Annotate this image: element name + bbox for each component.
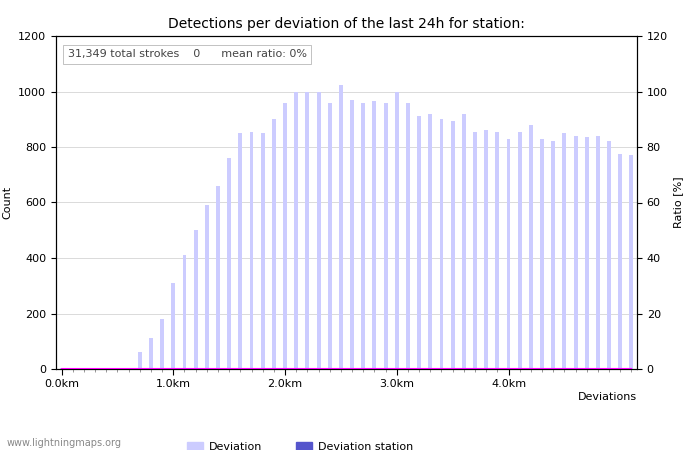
Bar [228, 158, 231, 369]
Bar [138, 352, 142, 369]
Text: 31,349 total strokes    0      mean ratio: 0%: 31,349 total strokes 0 mean ratio: 0% [68, 50, 307, 59]
Bar [406, 103, 410, 369]
Bar [160, 319, 164, 369]
Bar [272, 119, 276, 369]
Bar [172, 283, 175, 369]
Bar [540, 139, 544, 369]
Bar [82, 368, 86, 369]
Bar [596, 136, 600, 369]
Bar [127, 368, 131, 369]
Bar [551, 141, 555, 369]
Bar [294, 91, 298, 369]
Bar [518, 132, 522, 369]
Bar [451, 121, 454, 369]
Bar [562, 133, 566, 369]
Bar [484, 130, 488, 369]
Bar [496, 132, 499, 369]
Bar [507, 139, 510, 369]
Bar [194, 230, 197, 369]
Bar [629, 155, 634, 369]
Bar [205, 205, 209, 369]
Bar [584, 137, 589, 369]
Bar [71, 368, 75, 369]
Bar [350, 100, 354, 369]
Bar [529, 125, 533, 369]
Bar [417, 117, 421, 369]
Bar [440, 119, 443, 369]
Bar [339, 85, 343, 369]
Title: Detections per deviation of the last 24h for station:: Detections per deviation of the last 24h… [168, 17, 525, 31]
Bar [618, 154, 622, 369]
Y-axis label: Ratio [%]: Ratio [%] [673, 177, 683, 228]
Bar [183, 255, 186, 369]
Bar [104, 368, 108, 369]
Bar [395, 91, 399, 369]
Bar [216, 186, 220, 369]
Bar [116, 368, 120, 369]
Bar [428, 114, 433, 369]
Bar [283, 103, 287, 369]
Bar [316, 91, 321, 369]
Bar [60, 368, 64, 369]
Bar [384, 103, 388, 369]
Bar [462, 114, 466, 369]
Bar [305, 91, 309, 369]
Text: Deviations: Deviations [578, 392, 637, 402]
Bar [328, 103, 332, 369]
Bar [149, 338, 153, 369]
Text: www.lightningmaps.org: www.lightningmaps.org [7, 438, 122, 448]
Bar [260, 133, 265, 369]
Bar [361, 103, 365, 369]
Bar [573, 136, 578, 369]
Bar [473, 132, 477, 369]
Y-axis label: Count: Count [3, 186, 13, 219]
Bar [239, 133, 242, 369]
Bar [93, 368, 97, 369]
Bar [372, 101, 377, 369]
Bar [607, 141, 611, 369]
Bar [250, 132, 253, 369]
